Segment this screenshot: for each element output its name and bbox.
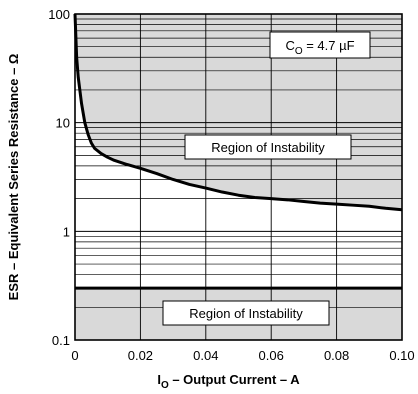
upper-region-label: Region of Instability: [211, 140, 325, 155]
x-tick-label: 0: [71, 348, 78, 363]
data-series: [73, 13, 403, 290]
x-tick-label: 0.08: [324, 348, 349, 363]
x-axis-title: IO – Output Current – A: [157, 372, 300, 391]
y-axis-title: ESR – Equivalent Series Resistance – Ω: [6, 54, 21, 301]
y-tick-label: 100: [48, 7, 70, 22]
x-tick-label: 0.06: [259, 348, 284, 363]
tick-labels: 0 0.02 0.04 0.06 0.08 0.10 0.1 1 10 100: [48, 7, 414, 363]
plot-frame: [74, 13, 403, 341]
y-tick-label: 1: [63, 224, 70, 239]
lower-region-label-box: [162, 300, 330, 326]
upper-region-label-box: [184, 134, 352, 160]
capacitance-annotation-sub: O: [295, 46, 303, 57]
esr-limit-curve: [73, 13, 403, 212]
y-tick-label: 0.1: [52, 333, 70, 348]
upper-instability-fill: [75, 14, 402, 210]
x-axis-title-sub: O: [161, 380, 169, 391]
instability-regions: [75, 14, 402, 340]
lower-region-label: Region of Instability: [189, 306, 303, 321]
x-tick-label: 0.10: [389, 348, 414, 363]
x-tick-label: 0.02: [128, 348, 153, 363]
annotation-box: [269, 31, 371, 59]
x-tick-label: 0.04: [193, 348, 218, 363]
grid-lines: [75, 14, 402, 340]
capacitance-annotation: CO = 4.7 µF: [285, 38, 354, 57]
x-axis-title-rest: – Output Current – A: [169, 372, 301, 387]
y-tick-label: 10: [56, 116, 70, 131]
capacitance-annotation-main: C: [285, 38, 294, 53]
x-axis-title-main: I: [157, 372, 161, 387]
capacitance-annotation-rest: = 4.7 µF: [303, 38, 355, 53]
